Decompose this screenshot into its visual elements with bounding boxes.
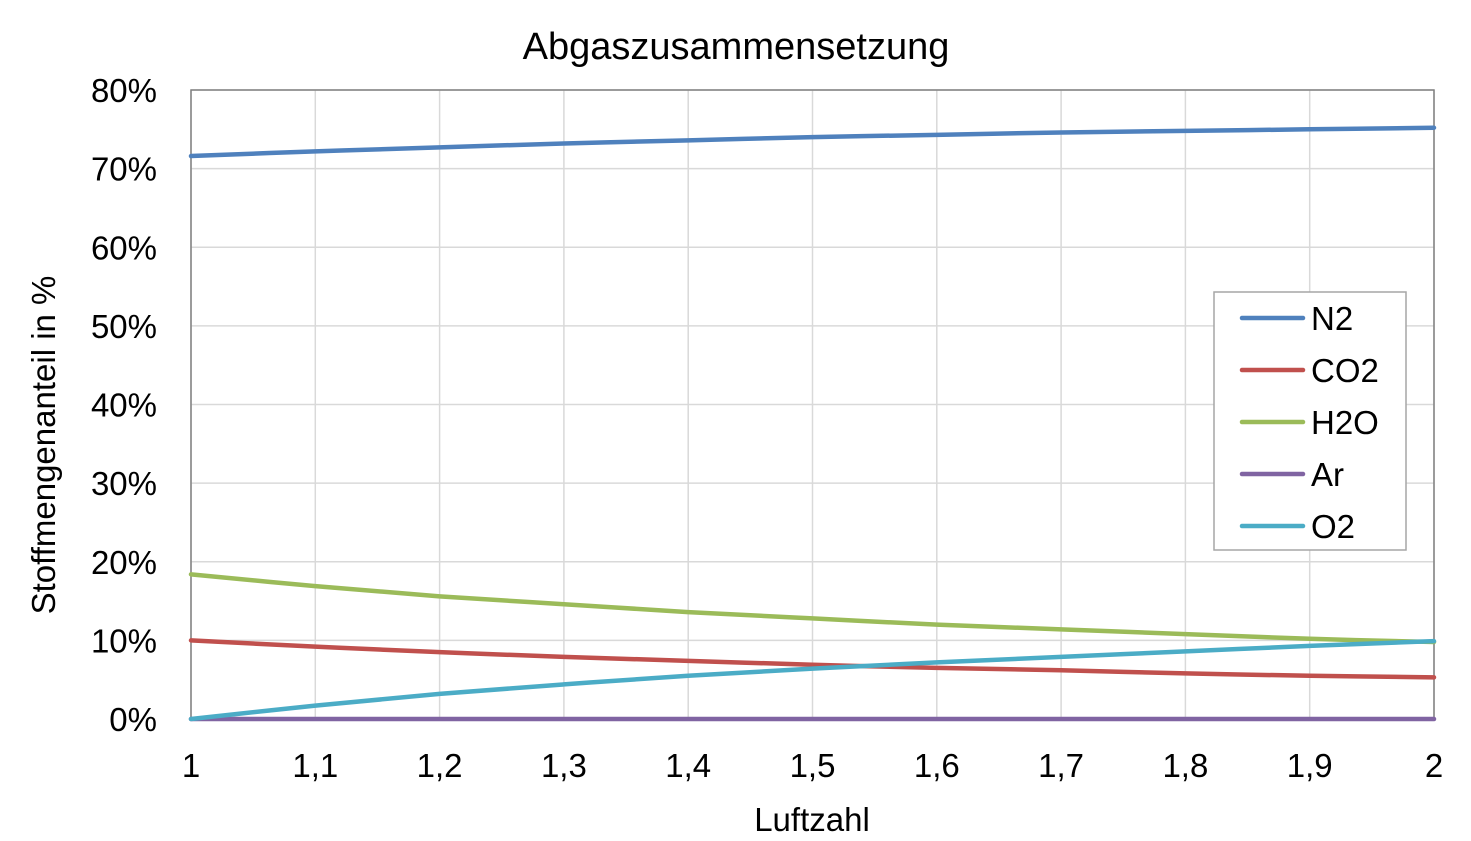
x-tick-label: 2 [1425, 747, 1443, 784]
y-tick-label: 80% [91, 72, 157, 109]
legend-label-o2: O2 [1311, 508, 1355, 545]
x-tick-label: 1,4 [665, 747, 711, 784]
series-line-o2 [188, 638, 1437, 722]
y-tick-label: 10% [91, 622, 157, 659]
y-tick-label: 50% [91, 308, 157, 345]
legend: N2 CO2 H2O Ar O2 [1213, 291, 1407, 551]
x-tick-label: 1,8 [1162, 747, 1208, 784]
chart-title: Abgaszusammensetzung [523, 26, 950, 68]
x-tick-label: 1 [182, 747, 200, 784]
series-line-h2o [188, 572, 1437, 645]
legend-label-co2: CO2 [1311, 352, 1379, 389]
y-tick-label: 20% [91, 544, 157, 581]
legend-label-h2o: H2O [1311, 404, 1379, 441]
legend-label-n2: N2 [1311, 300, 1353, 337]
y-tick-label: 70% [91, 151, 157, 188]
y-axis-ticks: 0% 10% 20% 30% 40% 50% 60% 70% 80% [91, 72, 157, 738]
y-axis-label: Stoffmengenanteil in % [25, 276, 62, 615]
y-tick-label: 40% [91, 387, 157, 424]
x-axis-ticks: 1 1,1 1,2 1,3 1,4 1,5 1,6 1,7 1,8 1,9 2 [182, 747, 1443, 784]
series-line-co2 [188, 638, 1437, 680]
y-tick-label: 30% [91, 465, 157, 502]
x-tick-label: 1,3 [541, 747, 587, 784]
x-tick-label: 1,1 [292, 747, 338, 784]
y-tick-label: 60% [91, 229, 157, 266]
x-tick-label: 1,9 [1287, 747, 1333, 784]
legend-label-ar: Ar [1311, 456, 1344, 493]
x-tick-label: 1,7 [1038, 747, 1084, 784]
series-lines [188, 125, 1437, 722]
x-tick-label: 1,6 [914, 747, 960, 784]
y-tick-label: 0% [109, 701, 157, 738]
x-axis-label: Luftzahl [754, 801, 870, 838]
series-line-n2 [188, 125, 1437, 159]
x-tick-label: 1,5 [790, 747, 836, 784]
x-tick-label: 1,2 [417, 747, 463, 784]
